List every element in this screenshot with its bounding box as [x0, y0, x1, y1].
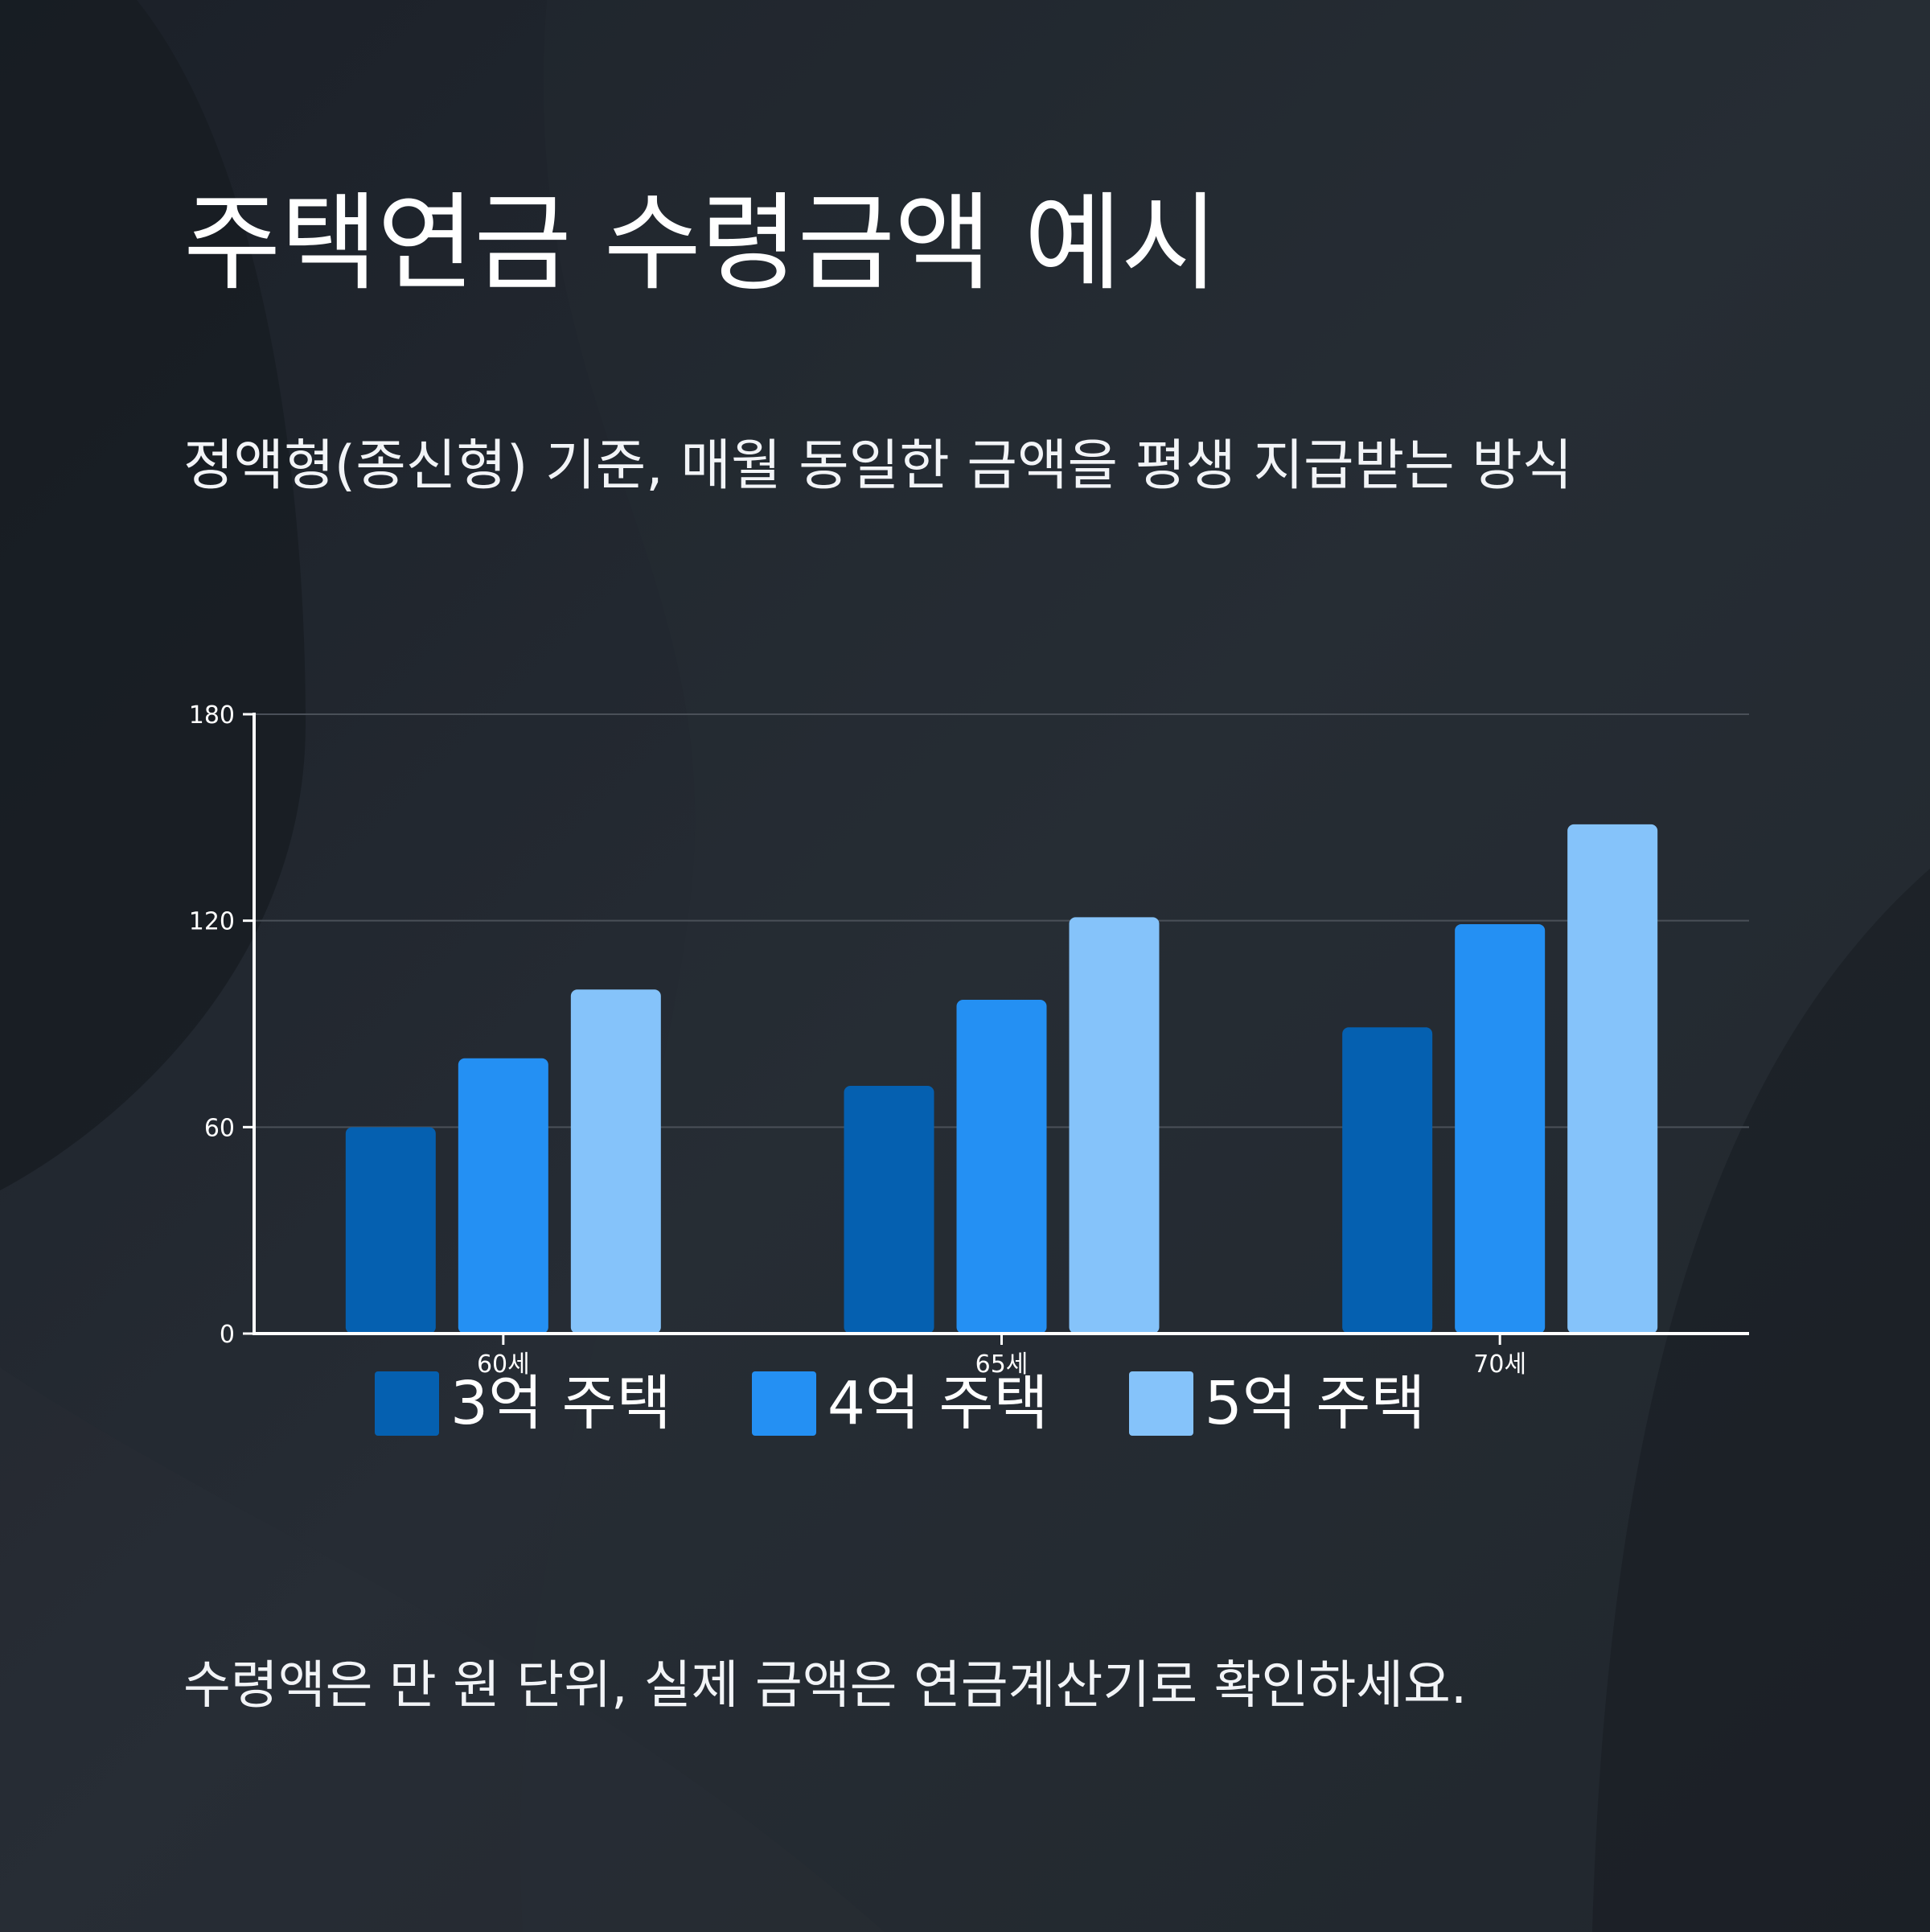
legend-item-3eok: 3억 주택	[375, 1371, 671, 1436]
bar	[844, 1086, 934, 1334]
legend-item-5eok: 5억 주택	[1128, 1369, 1426, 1438]
legend-swatch-3eok	[375, 1371, 439, 1436]
y-tick-label: 120	[189, 908, 235, 936]
page-subtitle: 정액형(종신형) 기준, 매월 동일한 금액을 평생 지급받는 방식	[183, 434, 1573, 498]
legend-label-3eok: 3억 주택	[450, 1369, 671, 1438]
bar	[345, 1127, 436, 1334]
bar	[570, 989, 661, 1334]
y-tick-label: 180	[189, 701, 235, 730]
chart-legend: 3억 주택 4억 주택 5억 주택	[375, 1371, 1426, 1436]
y-tick-label: 60	[204, 1114, 235, 1142]
bar	[1567, 824, 1658, 1334]
legend-label-5eok: 5억 주택	[1204, 1369, 1426, 1438]
bar	[1342, 1027, 1433, 1334]
page-title: 주택연금 수령금액 예시	[183, 182, 1218, 306]
footnote: 수령액은 만 원 단위, 실제 금액은 연금계산기로 확인하세요.	[183, 1656, 1468, 1716]
x-tick-label: 60세	[477, 1350, 530, 1379]
legend-label-4eok: 4억 주택	[827, 1369, 1049, 1438]
bar	[458, 1058, 548, 1334]
legend-swatch-5eok	[1128, 1371, 1193, 1436]
x-tick-label: 70세	[1473, 1350, 1526, 1379]
y-tick-label: 0	[220, 1321, 235, 1349]
legend-swatch-4eok	[751, 1371, 816, 1436]
bar	[1455, 923, 1546, 1334]
bar	[956, 1000, 1047, 1334]
x-tick-label: 65세	[975, 1350, 1029, 1379]
bar	[1069, 917, 1160, 1334]
legend-item-4eok: 4억 주택	[751, 1369, 1049, 1438]
